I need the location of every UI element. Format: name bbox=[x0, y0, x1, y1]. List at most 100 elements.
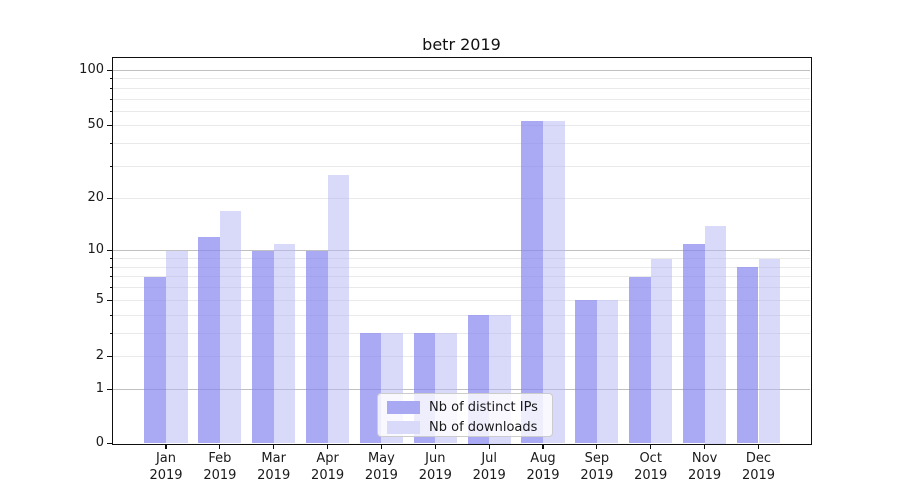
x-tick-year: 2019 bbox=[634, 467, 668, 483]
gridline-minor bbox=[113, 197, 810, 199]
y-tick-label: 100 bbox=[79, 61, 104, 77]
x-tick-year: 2019 bbox=[472, 467, 506, 483]
gridline-minor bbox=[113, 287, 810, 289]
y-tick-mark bbox=[106, 389, 113, 391]
gridline-minor bbox=[113, 125, 810, 127]
x-tick-label-jul: Jul 2019 bbox=[460, 451, 518, 484]
bar-ips-apr bbox=[306, 250, 328, 444]
x-tick-label-mar: Mar 2019 bbox=[245, 451, 303, 484]
gridline-minor bbox=[113, 258, 810, 260]
legend-label-distinct-ips: Nb of distinct IPs bbox=[429, 400, 538, 415]
bar-downloads-oct bbox=[650, 258, 673, 444]
x-tick-year: 2019 bbox=[311, 467, 345, 483]
y-minor-tick-mark bbox=[109, 314, 113, 316]
bar-ips-oct bbox=[629, 276, 651, 444]
x-tick-month: Mar bbox=[261, 451, 286, 466]
gridline-minor bbox=[113, 78, 810, 80]
y-tick-label: 10 bbox=[87, 242, 104, 258]
x-tick-year: 2019 bbox=[526, 467, 560, 483]
y-tick-label: 50 bbox=[87, 117, 104, 133]
gridline-minor bbox=[113, 165, 810, 167]
y-minor-tick-mark bbox=[109, 87, 113, 89]
legend-swatch-distinct-ips bbox=[387, 401, 420, 414]
x-tick-month: Jun bbox=[425, 451, 446, 466]
y-minor-tick-mark bbox=[109, 266, 113, 268]
x-tick-mark bbox=[704, 444, 706, 449]
x-tick-month: May bbox=[367, 451, 395, 466]
y-minor-tick-mark bbox=[109, 78, 113, 80]
x-tick-mark bbox=[488, 444, 490, 449]
y-minor-tick-mark bbox=[109, 98, 113, 100]
y-tick-mark bbox=[106, 250, 113, 252]
x-tick-month: Nov bbox=[691, 451, 718, 466]
x-tick-month: Feb bbox=[208, 451, 232, 466]
y-tick-mark bbox=[106, 442, 113, 445]
x-tick-month: Oct bbox=[639, 451, 662, 466]
x-tick-year: 2019 bbox=[149, 467, 183, 483]
x-tick-year: 2019 bbox=[364, 467, 398, 483]
gridline-minor bbox=[113, 299, 810, 301]
bar-downloads-jan bbox=[166, 250, 188, 444]
y-tick-label: 0 bbox=[95, 435, 104, 450]
x-tick-year: 2019 bbox=[203, 467, 237, 483]
legend-label-downloads: Nb of downloads bbox=[429, 420, 538, 435]
bar-ips-sep bbox=[575, 300, 597, 444]
bar-downloads-apr bbox=[327, 174, 350, 444]
bar-downloads-feb bbox=[219, 210, 242, 444]
x-tick-label-may: May 2019 bbox=[352, 451, 410, 484]
bar-downloads-sep bbox=[596, 300, 619, 444]
gridline-minor bbox=[113, 276, 810, 278]
x-tick-mark bbox=[219, 444, 221, 449]
x-tick-month: Aug bbox=[530, 451, 556, 466]
x-tick-mark bbox=[650, 444, 652, 449]
x-tick-month: Jul bbox=[481, 451, 498, 466]
x-tick-label-oct: Oct 2019 bbox=[622, 451, 680, 484]
y-tick-label: 1 bbox=[95, 381, 104, 397]
x-tick-mark bbox=[542, 444, 544, 449]
legend: Nb of distinct IPs Nb of downloads bbox=[377, 393, 553, 437]
gridline-major bbox=[113, 69, 810, 71]
y-tick-mark bbox=[106, 125, 113, 127]
x-tick-month: Sep bbox=[584, 451, 610, 466]
y-minor-tick-mark bbox=[109, 143, 113, 145]
legend-swatch-downloads bbox=[387, 421, 420, 434]
x-tick-month: Apr bbox=[316, 451, 339, 466]
gridline-major bbox=[113, 389, 810, 391]
y-tick-label: 5 bbox=[95, 291, 104, 307]
gridline-minor bbox=[113, 332, 810, 334]
legend-item-downloads: Nb of downloads bbox=[387, 419, 552, 436]
bar-downloads-aug bbox=[543, 121, 565, 444]
x-tick-label-jan: Jan 2019 bbox=[137, 451, 195, 484]
x-tick-mark bbox=[434, 444, 436, 449]
x-tick-month: Jan bbox=[155, 451, 177, 466]
gridline-minor bbox=[113, 143, 810, 145]
legend-item-distinct-ips: Nb of distinct IPs bbox=[387, 399, 552, 416]
y-tick-mark bbox=[106, 299, 113, 301]
gridline-minor bbox=[113, 356, 810, 358]
bar-ips-feb bbox=[198, 237, 220, 444]
gridline-minor bbox=[113, 87, 810, 89]
gridline-minor bbox=[113, 266, 810, 268]
y-minor-tick-mark bbox=[109, 332, 113, 334]
bar-ips-aug bbox=[521, 121, 543, 444]
x-tick-label-feb: Feb 2019 bbox=[191, 451, 249, 484]
y-minor-tick-mark bbox=[109, 276, 113, 278]
x-tick-month: Dec bbox=[745, 451, 772, 466]
x-tick-mark bbox=[380, 444, 382, 449]
y-minor-tick-mark bbox=[109, 165, 113, 167]
x-tick-year: 2019 bbox=[418, 467, 452, 483]
bar-ips-jan bbox=[144, 276, 166, 444]
x-tick-mark bbox=[327, 444, 329, 449]
x-tick-label-nov: Nov 2019 bbox=[676, 451, 734, 484]
bar-ips-mar bbox=[252, 250, 274, 444]
x-tick-mark bbox=[596, 444, 598, 449]
gridline-minor bbox=[113, 314, 810, 316]
x-tick-year: 2019 bbox=[580, 467, 614, 483]
x-tick-label-apr: Apr 2019 bbox=[299, 451, 357, 484]
chart-title: betr 2019 bbox=[422, 35, 501, 54]
bar-ips-may bbox=[359, 333, 382, 444]
y-tick-mark bbox=[106, 69, 113, 71]
y-tick-mark bbox=[106, 356, 113, 358]
x-tick-mark bbox=[273, 444, 275, 449]
